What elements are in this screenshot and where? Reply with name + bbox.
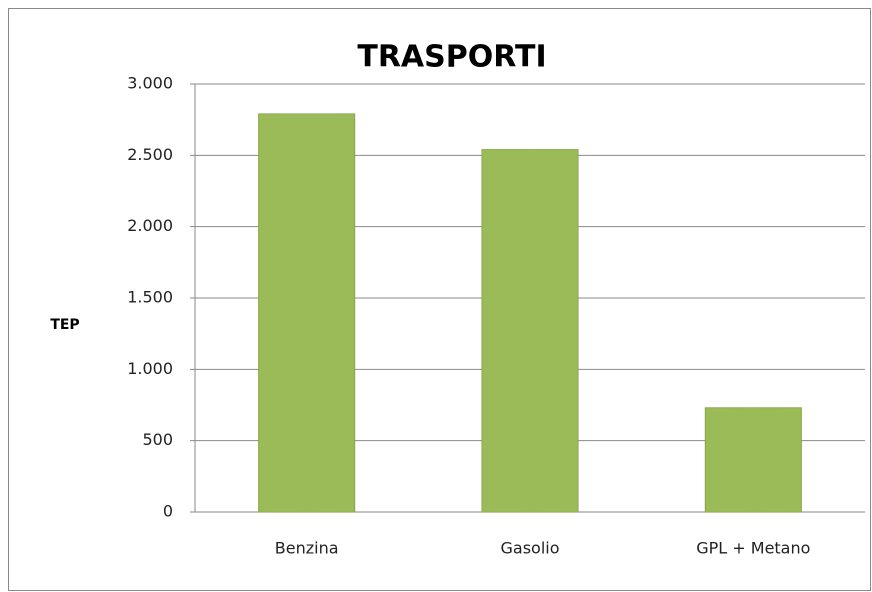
bar — [481, 149, 579, 513]
x-tick-label: Benzina — [275, 539, 339, 558]
x-tick-label: Gasolio — [500, 539, 559, 558]
y-tick-label: 1.500 — [127, 288, 173, 307]
y-tick-label: 3.000 — [127, 74, 173, 93]
y-tick-label: 500 — [142, 430, 173, 449]
y-axis-label: TEP — [50, 317, 79, 333]
chart-title: TRASPORTI — [357, 40, 546, 75]
bar — [704, 407, 802, 513]
y-tick-label: 1.000 — [127, 359, 173, 378]
y-tick-label: 0 — [163, 502, 173, 521]
x-tick-label: GPL + Metano — [696, 539, 810, 558]
y-tick-label: 2.000 — [127, 216, 173, 235]
y-tick-label: 2.500 — [127, 145, 173, 164]
bar — [258, 113, 356, 513]
